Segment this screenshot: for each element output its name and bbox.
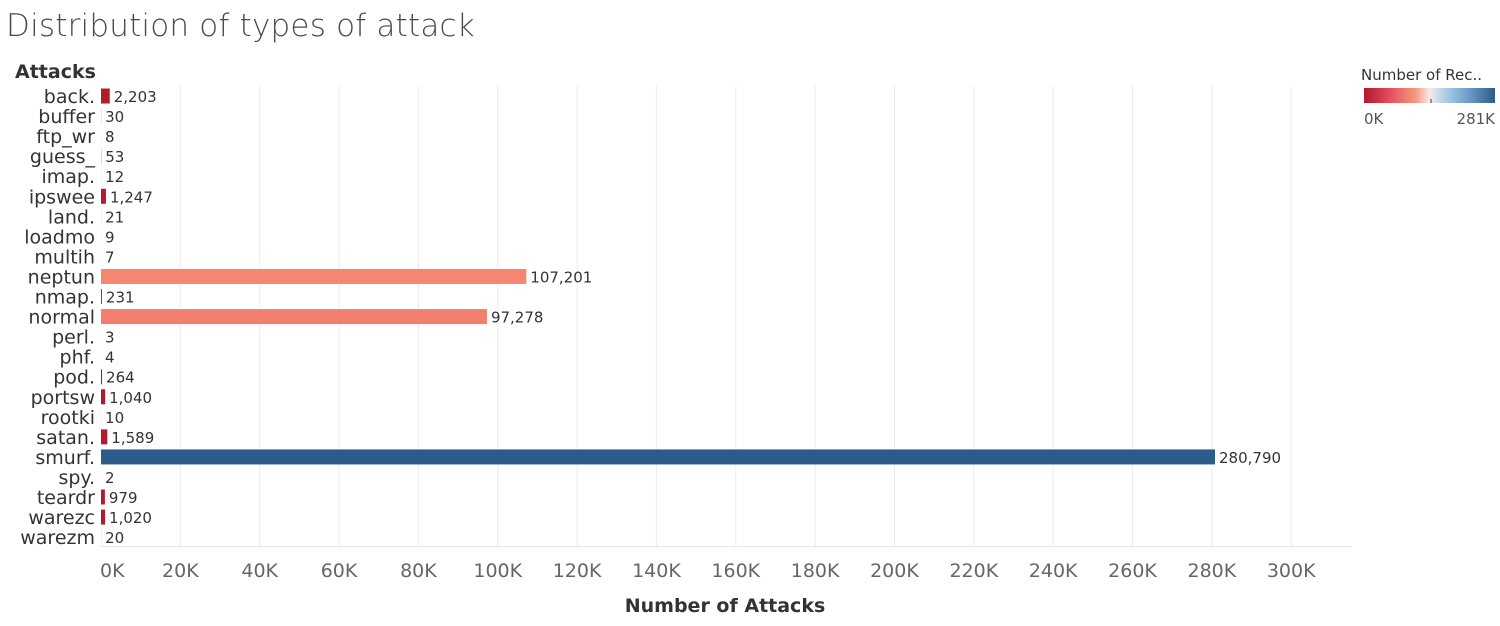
value-label: 264	[106, 369, 135, 387]
x-tick-label: 120K	[553, 560, 602, 582]
category-label: guess_	[30, 146, 96, 168]
value-label: 1,247	[110, 188, 153, 206]
value-label: 280,790	[1219, 449, 1281, 467]
x-tick-label: 260K	[1108, 560, 1157, 582]
bar-ipswee[interactable]	[101, 188, 106, 204]
x-tick-label: 180K	[791, 560, 840, 582]
category-label: pod.	[53, 367, 95, 389]
x-tick-label: 80K	[400, 560, 437, 582]
category-label: satan.	[36, 427, 95, 449]
bar-normal[interactable]	[101, 309, 487, 325]
category-label: smurf.	[35, 447, 95, 469]
category-label: portsw	[31, 387, 95, 409]
x-tick-label: 240K	[1029, 560, 1078, 582]
bar-portsw[interactable]	[101, 389, 106, 405]
x-tick-label: 40K	[241, 560, 278, 582]
x-tick-label: 200K	[870, 560, 919, 582]
category-label: warezm	[20, 527, 95, 549]
category-label: warezc	[28, 507, 95, 529]
value-label: 53	[105, 148, 124, 166]
value-label: 1,040	[109, 389, 152, 407]
bar-warezc[interactable]	[101, 509, 106, 525]
value-label: 97,278	[491, 309, 544, 327]
value-label: 8	[105, 128, 115, 146]
x-tick-label: 160K	[711, 560, 760, 582]
bars-group	[101, 88, 1215, 545]
x-axis-ticks: 0K 20K 40K 60K 80K 100K 120K 140K 160K 180K 200K 22…	[100, 560, 1316, 582]
legend-title: Number of Rec..	[1361, 66, 1482, 84]
category-label: nmap.	[35, 287, 95, 309]
value-label: 107,201	[530, 268, 592, 286]
category-label: imap.	[41, 166, 95, 188]
category-label: perl.	[52, 327, 95, 349]
x-tick-label: 60K	[321, 560, 358, 582]
x-tick-label: 140K	[632, 560, 681, 582]
legend-min-label: 0K	[1364, 110, 1385, 128]
x-tick-label: 100K	[473, 560, 522, 582]
category-label: phf.	[60, 347, 95, 369]
category-label: multih	[34, 246, 95, 268]
category-label: ftp_wr	[36, 126, 95, 148]
value-label: 7	[105, 248, 115, 266]
color-legend[interactable]: Number of Rec.. 0K 281K	[1361, 66, 1496, 128]
value-label: 3	[105, 329, 115, 347]
value-label: 21	[105, 208, 124, 226]
bar-pod[interactable]	[101, 369, 103, 385]
value-label: 4	[105, 349, 115, 367]
bar-satan[interactable]	[101, 429, 108, 445]
category-label: teardr	[37, 487, 95, 509]
value-label: 1,589	[111, 429, 154, 447]
bar-nmap[interactable]	[101, 289, 102, 305]
value-label: 20	[105, 529, 124, 547]
category-label: back.	[44, 86, 95, 108]
x-tick-label: 300K	[1267, 560, 1316, 582]
value-label: 30	[105, 108, 124, 126]
category-label: loadmo	[24, 226, 95, 248]
value-label: 979	[109, 489, 138, 507]
x-tick-label: 220K	[949, 560, 998, 582]
category-label: spy.	[58, 467, 95, 489]
value-label: 2	[105, 469, 115, 487]
legend-max-label: 281K	[1457, 110, 1497, 128]
value-label: 10	[105, 409, 124, 427]
category-label: ipswee	[29, 186, 95, 208]
value-label: 231	[106, 289, 135, 307]
category-label: normal	[28, 307, 95, 329]
bar-neptun[interactable]	[101, 268, 527, 284]
gridlines	[101, 86, 1352, 547]
x-tick-label: 0K	[100, 560, 125, 582]
value-label: 2,203	[114, 88, 157, 106]
value-label: 1,020	[109, 509, 152, 527]
x-tick-label: 280K	[1187, 560, 1236, 582]
category-label: neptun	[28, 266, 95, 288]
category-label: buffer	[38, 106, 95, 128]
x-axis-title: Number of Attacks	[625, 595, 826, 617]
x-tick-label: 20K	[162, 560, 199, 582]
category-labels: back.bufferftp_wrguess_imap.ipsweeland.l…	[20, 86, 95, 549]
value-label: 12	[105, 168, 124, 186]
chart-title: Distribution of types of attack	[6, 8, 475, 44]
bar-back[interactable]	[101, 88, 110, 104]
legend-gradient-bar	[1364, 88, 1495, 103]
value-label: 9	[105, 228, 115, 246]
bar-teardr[interactable]	[101, 489, 105, 505]
bar-smurf[interactable]	[101, 449, 1215, 465]
category-label: rootki	[41, 407, 95, 429]
category-label: land.	[48, 206, 95, 228]
y-axis-title: Attacks	[15, 61, 96, 83]
value-labels: 2,203 30 8 53 12 1,247 21 9 7 107,201 231 97,278 3 4 2…	[105, 88, 1281, 547]
